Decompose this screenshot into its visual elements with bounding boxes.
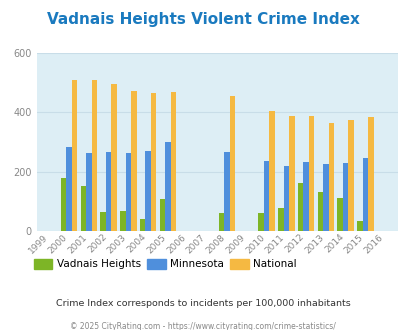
Bar bbox=[269, 111, 274, 231]
Bar bbox=[288, 116, 294, 231]
Bar bbox=[297, 183, 303, 231]
Bar bbox=[308, 116, 313, 231]
Bar bbox=[362, 158, 367, 231]
Bar bbox=[347, 119, 353, 231]
Bar bbox=[125, 153, 131, 231]
Bar bbox=[258, 213, 263, 231]
Bar bbox=[139, 219, 145, 231]
Bar bbox=[170, 92, 176, 231]
Bar bbox=[66, 147, 72, 231]
Bar bbox=[317, 192, 322, 231]
Bar bbox=[100, 212, 106, 231]
Bar bbox=[165, 142, 170, 231]
Legend: Vadnais Heights, Minnesota, National: Vadnais Heights, Minnesota, National bbox=[30, 255, 300, 274]
Bar bbox=[92, 81, 97, 231]
Bar bbox=[277, 208, 283, 231]
Bar bbox=[367, 117, 373, 231]
Bar bbox=[106, 152, 111, 231]
Bar bbox=[80, 185, 86, 231]
Bar bbox=[263, 161, 269, 231]
Bar bbox=[120, 211, 125, 231]
Bar bbox=[229, 96, 235, 231]
Text: Vadnais Heights Violent Crime Index: Vadnais Heights Violent Crime Index bbox=[47, 12, 358, 26]
Bar bbox=[283, 166, 288, 231]
Bar bbox=[322, 164, 328, 231]
Bar bbox=[328, 122, 333, 231]
Bar bbox=[131, 90, 136, 231]
Text: Crime Index corresponds to incidents per 100,000 inhabitants: Crime Index corresponds to incidents per… bbox=[55, 299, 350, 308]
Bar bbox=[61, 178, 66, 231]
Bar bbox=[303, 162, 308, 231]
Bar bbox=[224, 152, 229, 231]
Bar bbox=[356, 220, 362, 231]
Text: © 2025 CityRating.com - https://www.cityrating.com/crime-statistics/: © 2025 CityRating.com - https://www.city… bbox=[70, 322, 335, 330]
Bar bbox=[151, 93, 156, 231]
Bar bbox=[72, 81, 77, 231]
Bar bbox=[111, 84, 117, 231]
Bar bbox=[145, 151, 151, 231]
Bar bbox=[86, 153, 92, 231]
Bar bbox=[337, 198, 342, 231]
Bar bbox=[342, 163, 347, 231]
Bar bbox=[218, 213, 224, 231]
Bar bbox=[159, 199, 165, 231]
